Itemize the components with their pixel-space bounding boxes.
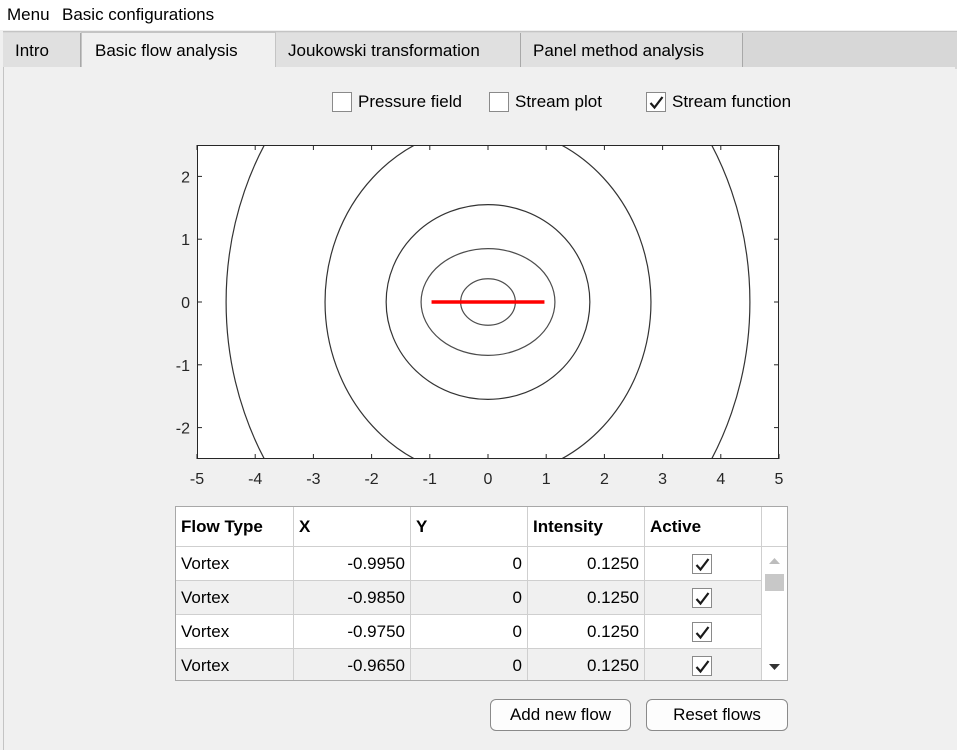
x-tick-label: 2	[600, 471, 609, 488]
cell-active	[645, 581, 762, 615]
add-new-flow-button[interactable]: Add new flow	[490, 699, 631, 731]
y-tick-label: 1	[181, 232, 190, 249]
y-tick-label: -2	[176, 421, 190, 438]
reset-flows-button[interactable]: Reset flows	[646, 699, 788, 731]
y-tick-label: 0	[181, 295, 190, 312]
stream-function-label: Stream function	[672, 92, 792, 111]
cell-y[interactable]: 0	[411, 615, 528, 649]
cell-active	[645, 649, 762, 680]
scroll-up-arrow-icon[interactable]	[769, 558, 780, 564]
table-row[interactable]: Vortex -0.9750 0 0.1250	[176, 615, 762, 649]
cell-y[interactable]: 0	[411, 581, 528, 615]
cell-y[interactable]: 0	[411, 649, 528, 680]
cell-flow-type[interactable]: Vortex	[176, 581, 294, 615]
y-tick-label: -1	[176, 358, 190, 375]
active-checkbox[interactable]	[692, 622, 712, 642]
column-header-flow-type[interactable]: Flow Type	[176, 507, 294, 547]
pressure-field-box[interactable]	[332, 92, 352, 112]
stream-function-checkbox[interactable]: Stream function	[646, 91, 791, 113]
table-row[interactable]: Vortex -0.9850 0 0.1250	[176, 581, 762, 615]
stream-plot-checkbox[interactable]: Stream plot	[489, 91, 602, 113]
x-tick-label: 5	[775, 471, 784, 488]
cell-flow-type[interactable]: Vortex	[176, 649, 294, 680]
menu-menu[interactable]: Menu	[7, 5, 50, 24]
stream-function-plot: -5 -4 -3 -2 -1 0 1 2 3 4 5 -2 -1 0 1 2	[176, 145, 784, 488]
active-checkbox[interactable]	[692, 588, 712, 608]
pressure-field-checkbox[interactable]: Pressure field	[332, 91, 462, 113]
y-tick-label: 2	[181, 169, 190, 186]
active-checkbox[interactable]	[692, 554, 712, 574]
stream-plot-box[interactable]	[489, 92, 509, 112]
cell-intensity[interactable]: 0.1250	[528, 615, 645, 649]
x-tick-label: -2	[364, 471, 378, 488]
x-tick-label: 1	[542, 471, 551, 488]
pressure-field-label: Pressure field	[358, 92, 462, 111]
column-header-x[interactable]: X	[294, 507, 411, 547]
x-tick-label: -5	[190, 471, 204, 488]
cell-active	[645, 547, 762, 581]
column-header-active[interactable]: Active	[645, 507, 762, 547]
stream-line-contour	[324, 145, 652, 459]
cell-intensity[interactable]: 0.1250	[528, 581, 645, 615]
table-vertical-scrollbar[interactable]	[762, 547, 787, 680]
scroll-down-arrow-icon[interactable]	[769, 664, 780, 670]
x-tick-label: -1	[423, 471, 437, 488]
menubar: Menu Basic configurations	[0, 0, 957, 30]
cell-x[interactable]: -0.9750	[294, 615, 411, 649]
tab-intro[interactable]: Intro	[3, 33, 81, 68]
x-tick-label: 0	[484, 471, 493, 488]
tab-joukowski-transformation[interactable]: Joukowski transformation	[276, 33, 521, 68]
tab-strip: Intro Basic flow analysis Joukowski tran…	[3, 31, 957, 70]
x-tick-label: 3	[658, 471, 667, 488]
x-tick-label: -4	[248, 471, 262, 488]
stream-line-contour	[385, 204, 591, 400]
cell-x[interactable]: -0.9850	[294, 581, 411, 615]
stream-plot-label: Stream plot	[515, 92, 602, 111]
x-tick-label: -3	[306, 471, 320, 488]
table-row[interactable]: Vortex -0.9950 0 0.1250	[176, 547, 762, 581]
scroll-thumb[interactable]	[765, 574, 784, 591]
stream-line-contour	[225, 145, 751, 459]
cell-active	[645, 615, 762, 649]
stream-function-box[interactable]	[646, 92, 666, 112]
menu-basic-configurations[interactable]: Basic configurations	[62, 5, 215, 24]
x-tick-label: 4	[716, 471, 725, 488]
cell-flow-type[interactable]: Vortex	[176, 547, 294, 581]
cell-intensity[interactable]: 0.1250	[528, 649, 645, 680]
stream-line-contour	[420, 248, 556, 356]
tab-basic-flow-analysis[interactable]: Basic flow analysis	[81, 32, 276, 70]
column-header-intensity[interactable]: Intensity	[528, 507, 645, 547]
column-header-y[interactable]: Y	[411, 507, 528, 547]
cell-x[interactable]: -0.9650	[294, 649, 411, 680]
cell-y[interactable]: 0	[411, 547, 528, 581]
table-row[interactable]: Vortex -0.9650 0 0.1250	[176, 649, 762, 680]
active-checkbox[interactable]	[692, 656, 712, 676]
tab-panel-method-analysis[interactable]: Panel method analysis	[521, 33, 743, 68]
cell-intensity[interactable]: 0.1250	[528, 547, 645, 581]
column-header-spacer	[762, 507, 787, 547]
flows-table[interactable]: Flow Type X Y Intensity Active Vortex -0…	[175, 506, 788, 681]
cell-x[interactable]: -0.9950	[294, 547, 411, 581]
cell-flow-type[interactable]: Vortex	[176, 615, 294, 649]
